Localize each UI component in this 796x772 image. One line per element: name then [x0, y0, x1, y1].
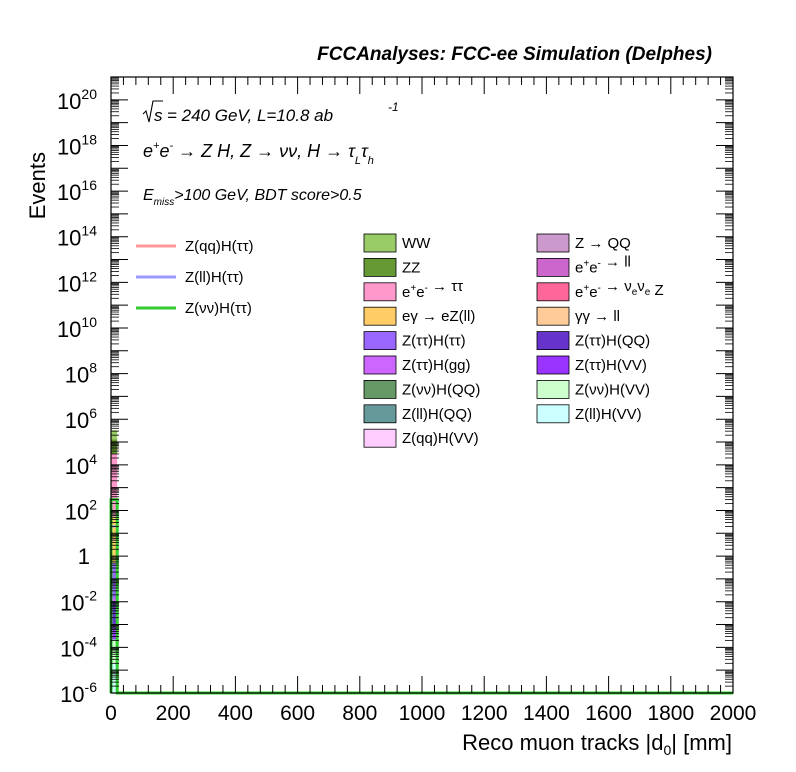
x-tick-label: 1400 [523, 702, 570, 725]
legend-swatch [536, 257, 570, 277]
legend-swatch [536, 233, 570, 253]
legend-label: Z(νν)H(QQ) [402, 381, 480, 398]
y-tick-label: 1018 [57, 131, 97, 159]
annotation-block: s = 240 GeV, L=10.8 ab -1 e+e- → Z H, Z … [142, 100, 399, 208]
x-tick-label: 400 [218, 702, 253, 725]
legend-swatch [536, 331, 570, 351]
signal-line [109, 525, 733, 695]
legend-swatch [363, 404, 397, 424]
legend-swatch [363, 282, 397, 302]
y-axis-label: Events [25, 152, 50, 219]
legend-label: eγ → eZ(ll) [402, 308, 475, 325]
y-tick-label: 10-2 [60, 588, 97, 616]
legend-label: Z(ττ)H(QQ) [575, 333, 650, 350]
y-tick-label: 102 [65, 496, 97, 524]
x-tick-label: 0 [105, 702, 117, 725]
legend-label: Z(qq)H(ττ) [185, 238, 254, 255]
x-tick-label: 600 [280, 702, 315, 725]
bar [111, 601, 118, 628]
y-tick-label: 1014 [57, 223, 97, 251]
legend-swatch [536, 404, 570, 424]
legend-swatch [536, 306, 570, 326]
bar [111, 439, 118, 454]
legend-swatch [363, 331, 397, 351]
x-tick-label: 1000 [399, 702, 446, 725]
y-tick-label: 1012 [57, 268, 97, 296]
x-tick-label: 800 [342, 702, 377, 725]
y-tick-label: 108 [65, 360, 97, 388]
bar [111, 662, 118, 693]
y-tick-label: 1010 [57, 314, 97, 342]
legend-label: γγ → ll [575, 308, 620, 325]
legend-swatch [536, 355, 570, 375]
bar [111, 453, 118, 518]
legend-label: e+e- → νeνe Z [575, 278, 664, 301]
legend-label: Z(νν)H(VV) [575, 381, 650, 398]
legend-label: e+e- → ττ [402, 278, 463, 301]
legend-label: Z(qq)H(VV) [402, 430, 479, 447]
legend-label: Z(ττ)H(gg) [402, 357, 471, 374]
bar [111, 562, 118, 599]
legend: Z(qq)H(ττ) Z(ll)H(ττ) Z(νν)H(ττ) WW ZZ e+e- →… [136, 233, 664, 448]
legend-label: Z(ll)H(ττ) [185, 269, 244, 286]
process-annotation: e+e- → Z H, Z → νν, H → τLτh [143, 140, 374, 167]
legend-swatch [363, 233, 397, 253]
sqrt-s-s: s [154, 106, 163, 125]
lumi-exponent: -1 [388, 100, 399, 114]
y-tick-label: 10-6 [60, 679, 97, 707]
sqrt-symbol [142, 100, 163, 123]
legend-label: Z(ll)H(VV) [575, 406, 642, 423]
legend-swatch [363, 428, 397, 448]
y-axis: 10-6 10-4 10-2 1 102 104 106 108 1010 1012 1014 101… [57, 76, 733, 707]
legend-label: e+e- → ll [575, 253, 631, 276]
signal-line [109, 539, 733, 695]
y-tick-label: 104 [65, 451, 97, 479]
legend-swatch [363, 379, 397, 399]
x-tick-label: 1200 [461, 702, 508, 725]
chart-header: FCCAnalyses: FCC-ee Simulation (Delphes) [317, 44, 712, 65]
histogram-bars [109, 430, 733, 695]
legend-label: Z(ττ)H(VV) [575, 357, 647, 374]
legend-label: Z(νν)H(ττ) [185, 300, 252, 317]
x-tick-label: 1600 [585, 702, 632, 725]
legend-swatch [536, 282, 570, 302]
y-tick-label: 1016 [57, 177, 97, 205]
legend-swatch [363, 355, 397, 375]
y-tick-label: 10-4 [60, 633, 97, 661]
legend-label: ZZ [402, 259, 420, 276]
signal-line [109, 498, 733, 695]
legend-label: Z(ll)H(QQ) [402, 406, 472, 423]
legend-swatch [363, 306, 397, 326]
y-tick-label: 106 [65, 405, 97, 433]
y-tick-label: 1020 [57, 86, 97, 114]
legend-swatch [536, 379, 570, 399]
x-tick-label: 1800 [647, 702, 694, 725]
x-tick-label: 200 [156, 702, 191, 725]
legend-swatch [363, 257, 397, 277]
y-tick-label: 1 [78, 544, 90, 569]
sqrt-s-annotation: = 240 GeV, L=10.8 ab [167, 106, 333, 125]
cuts-annotation: Emiss>100 GeV, BDT score>0.5 [143, 187, 362, 208]
legend-label: WW [402, 235, 431, 252]
legend-label: Z → QQ [575, 235, 631, 252]
bar [111, 598, 118, 602]
legend-label: Z(ττ)H(ττ) [402, 333, 466, 350]
x-tick-label: 2000 [710, 702, 757, 725]
x-axis-label: Reco muon tracks |d0| [mm] [462, 730, 732, 758]
x-axis: 0 200 400 600 800 1000 1200 1400 1600 1800 2000 [105, 77, 756, 725]
